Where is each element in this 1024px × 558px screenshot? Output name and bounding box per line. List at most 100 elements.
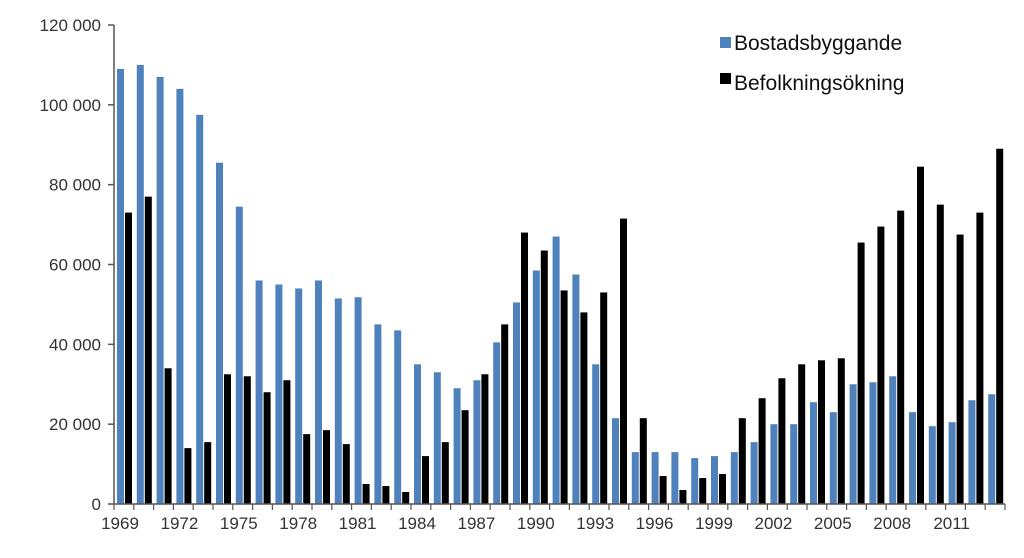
bar-befolkningsokning: [283, 380, 291, 504]
bar-befolkningsokning: [560, 290, 568, 504]
bar-befolkningsokning: [422, 456, 429, 504]
bar-befolkningsokning: [540, 250, 548, 504]
bar-bostadsbyggande: [235, 206, 243, 504]
x-tick-label: 2005: [814, 514, 852, 533]
bar-bostadsbyggande: [909, 412, 916, 504]
bar-bostadsbyggande: [790, 424, 798, 504]
bar-bostadsbyggande: [136, 64, 144, 505]
bar-befolkningsokning: [342, 444, 350, 505]
bar-bostadsbyggande: [216, 162, 223, 504]
bar-befolkningsokning: [699, 478, 707, 504]
y-tick-label: 100 000: [40, 96, 101, 115]
bar-bostadsbyggande: [493, 342, 501, 504]
bar-bostadsbyggande: [552, 236, 560, 504]
bar-bostadsbyggande: [453, 388, 461, 504]
bar-befolkningsokning: [362, 484, 370, 504]
bar-bostadsbyggande: [117, 68, 124, 504]
bar-befolkningsokning: [778, 378, 786, 504]
bar-marks: [117, 64, 1004, 505]
x-tick-label: 1981: [339, 514, 377, 533]
y-tick-label: 80 000: [49, 176, 101, 195]
bar-befolkningsokning: [620, 218, 627, 504]
bar-bostadsbyggande: [968, 400, 976, 504]
bar-befolkningsokning: [461, 410, 469, 504]
bar-bostadsbyggande: [433, 372, 441, 504]
x-tick-label: 2008: [873, 514, 911, 533]
bar-bostadsbyggande: [770, 424, 778, 504]
x-tick-label: 1972: [160, 514, 198, 533]
y-tick-label: 20 000: [49, 415, 101, 434]
bar-befolkningsokning: [382, 486, 390, 504]
x-tick-label: 2011: [933, 514, 970, 533]
bar-bostadsbyggande: [295, 288, 303, 504]
bar-bostadsbyggande: [255, 280, 263, 504]
x-tick-label: 1993: [576, 514, 614, 533]
bar-befolkningsokning: [204, 442, 212, 504]
bar-befolkningsokning: [243, 376, 251, 504]
bar-bostadsbyggande: [394, 330, 402, 504]
bar-befolkningsokning: [917, 166, 924, 504]
bar-bostadsbyggande: [196, 114, 204, 504]
x-axis-ticks: 1969 1972 1975 1978 1981 1984 1987 1990 1993 1996…: [101, 504, 1006, 533]
x-tick-label: 1975: [220, 514, 258, 533]
bar-befolkningsokning: [521, 232, 528, 504]
bar-bostadsbyggande: [414, 364, 421, 504]
y-axis-ticks: 0 20 000 40 000 60 000 80 000 100 000 120 000: [40, 16, 114, 514]
bar-bostadsbyggande: [572, 274, 580, 504]
bar-bostadsbyggande: [829, 412, 837, 504]
legend: Bostadsbyggande Befolkningsökning: [720, 32, 904, 95]
bar-befolkningsokning: [402, 492, 410, 504]
y-tick-label: 120 000: [40, 16, 101, 35]
x-tick-label: 1999: [695, 514, 733, 533]
legend-label-bostadsbyggande: Bostadsbyggande: [734, 32, 902, 55]
bar-befolkningsokning: [936, 204, 944, 505]
bar-bostadsbyggande: [928, 426, 936, 504]
bar-bostadsbyggande: [849, 384, 857, 504]
bar-bostadsbyggande: [156, 76, 164, 504]
legend-label-befolkningsokning: Befolkningsökning: [734, 72, 904, 95]
bar-befolkningsokning: [758, 398, 766, 504]
bar-befolkningsokning: [996, 148, 1004, 505]
bar-befolkningsokning: [659, 476, 667, 504]
legend-swatch-bostadsbyggande: [720, 37, 731, 48]
bar-bostadsbyggande: [532, 270, 540, 504]
bar-befolkningsokning: [263, 392, 271, 504]
axes: [113, 25, 1005, 505]
x-tick-label: 1990: [517, 514, 555, 533]
bar-befolkningsokning: [798, 364, 806, 504]
y-tick-label: 0: [92, 495, 101, 514]
bar-bostadsbyggande: [473, 380, 481, 504]
bar-bostadsbyggande: [631, 452, 639, 504]
bar-befolkningsokning: [164, 368, 172, 504]
bar-befolkningsokning: [738, 418, 746, 504]
bar-bostadsbyggande: [334, 298, 342, 504]
bar-befolkningsokning: [719, 474, 726, 504]
bar-bostadsbyggande: [948, 422, 956, 504]
bar-befolkningsokning: [580, 312, 588, 504]
bar-bostadsbyggande: [671, 452, 679, 504]
bar-befolkningsokning: [184, 448, 192, 504]
bar-befolkningsokning: [897, 210, 905, 505]
bar-bostadsbyggande: [988, 394, 996, 504]
x-tick-label: 1978: [279, 514, 317, 533]
bar-befolkningsokning: [125, 212, 132, 505]
x-tick-label: 1969: [101, 514, 139, 533]
bar-befolkningsokning: [441, 442, 449, 504]
x-tick-label: 1984: [398, 514, 436, 533]
bar-befolkningsokning: [323, 430, 330, 504]
y-tick-label: 40 000: [49, 335, 101, 354]
bar-bostadsbyggande: [176, 88, 184, 505]
bar-bostadsbyggande: [374, 324, 382, 505]
bar-befolkningsokning: [679, 490, 687, 504]
bar-befolkningsokning: [857, 242, 865, 505]
bar-bostadsbyggande: [869, 382, 877, 504]
bar-bostadsbyggande: [275, 284, 283, 504]
bar-befolkningsokning: [956, 234, 964, 504]
bar-befolkningsokning: [976, 212, 984, 505]
bar-befolkningsokning: [837, 358, 845, 504]
bar-bostadsbyggande: [810, 402, 817, 504]
x-tick-label: 2002: [754, 514, 792, 533]
bar-befolkningsokning: [303, 434, 311, 504]
x-tick-label: 1987: [457, 514, 495, 533]
